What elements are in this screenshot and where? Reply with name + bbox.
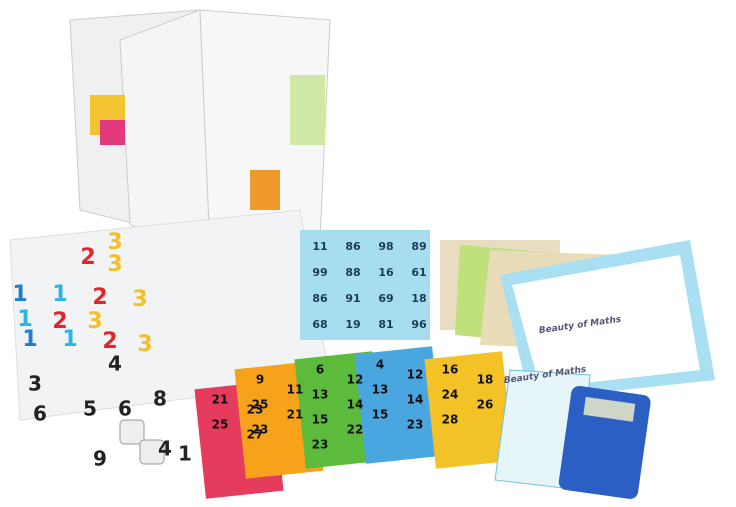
card-number: 11 — [287, 383, 304, 397]
zigzag-card — [424, 351, 514, 469]
certificates — [440, 240, 715, 400]
card-number: 4 — [376, 358, 384, 372]
black-card-number: 4 — [158, 437, 172, 461]
digit-card-number: 1 — [12, 282, 27, 307]
card-number: 23 — [247, 403, 264, 417]
square-number: 86 — [312, 292, 328, 305]
square-number: 91 — [345, 292, 360, 305]
square-number: 61 — [411, 266, 426, 279]
card-number: 9 — [256, 373, 264, 387]
card-number: 22 — [347, 423, 364, 437]
card-number: 15 — [372, 408, 389, 422]
square-number: 96 — [411, 318, 427, 331]
calculator — [558, 385, 651, 499]
card-number: 27 — [247, 428, 264, 442]
card-number: 16 — [442, 363, 459, 377]
digit-card-number: 1 — [22, 327, 37, 352]
booklet-page — [119, 9, 211, 251]
digit-card-number: 3 — [137, 332, 152, 357]
square-number: 81 — [378, 318, 393, 331]
black-card-number: 8 — [153, 387, 167, 411]
booklet-image — [290, 75, 325, 145]
card-number: 23 — [312, 438, 329, 452]
card-number: 6 — [316, 363, 324, 377]
card-number: 14 — [407, 393, 424, 407]
digit-card-number: 1 — [17, 307, 32, 332]
black-card-number: 6 — [33, 402, 47, 426]
certificate-inner — [512, 255, 700, 388]
black-card-number: 5 — [83, 397, 97, 421]
card-number: 14 — [347, 398, 364, 412]
square-number: 19 — [345, 318, 360, 331]
booklet — [69, 9, 331, 251]
booklet-image — [100, 120, 125, 145]
die — [119, 419, 145, 445]
square-number: 88 — [345, 266, 360, 279]
card-number: 24 — [442, 388, 459, 402]
black-card-number: 1 — [178, 442, 192, 466]
square-number: 98 — [378, 240, 393, 253]
black-card-number: 3 — [28, 372, 42, 396]
black-card-number: 4 — [108, 352, 122, 376]
square-number: 89 — [411, 240, 426, 253]
digit-card-number: 2 — [102, 329, 117, 354]
digit-card-number: 2 — [80, 245, 95, 270]
square-number: 18 — [411, 292, 426, 305]
booklet-image — [250, 170, 280, 210]
card-number: 15 — [312, 413, 329, 427]
square-number: 86 — [345, 240, 361, 253]
card-number: 23 — [252, 423, 269, 437]
digit-card-number: 3 — [132, 287, 147, 312]
card-number: 25 — [212, 418, 229, 432]
magic-square-card — [300, 230, 430, 340]
card-number: 26 — [477, 398, 494, 412]
digit-card-number: 2 — [52, 309, 67, 334]
card-number: 18 — [477, 373, 494, 387]
square-number: 11 — [312, 240, 327, 253]
card-number: 12 — [407, 368, 424, 382]
square-number: 99 — [312, 266, 327, 279]
square-number: 68 — [312, 318, 327, 331]
calculator-screen — [583, 396, 636, 422]
card-number: 25 — [252, 398, 269, 412]
card-number: 21 — [212, 393, 229, 407]
black-card-number: 6 — [118, 397, 132, 421]
card-number: 21 — [287, 408, 304, 422]
digit-card-number: 1 — [52, 282, 67, 307]
zigzag-card — [354, 346, 444, 464]
card-number: 12 — [347, 373, 364, 387]
digit-card-number: 2 — [92, 285, 107, 310]
die — [139, 439, 165, 465]
digit-card-number: 3 — [107, 252, 122, 277]
black-card-number: 9 — [93, 447, 107, 471]
square-number: 69 — [378, 292, 393, 305]
zigzag-cards — [194, 346, 514, 499]
card-number: 13 — [312, 388, 329, 402]
card-number: 13 — [372, 383, 389, 397]
digit-card-number: 1 — [62, 327, 77, 352]
card-number: 28 — [442, 413, 459, 427]
card-number: 23 — [407, 418, 424, 432]
digit-card-number: 3 — [107, 230, 122, 255]
digit-card-number: 3 — [87, 309, 102, 334]
square-number: 16 — [378, 266, 394, 279]
